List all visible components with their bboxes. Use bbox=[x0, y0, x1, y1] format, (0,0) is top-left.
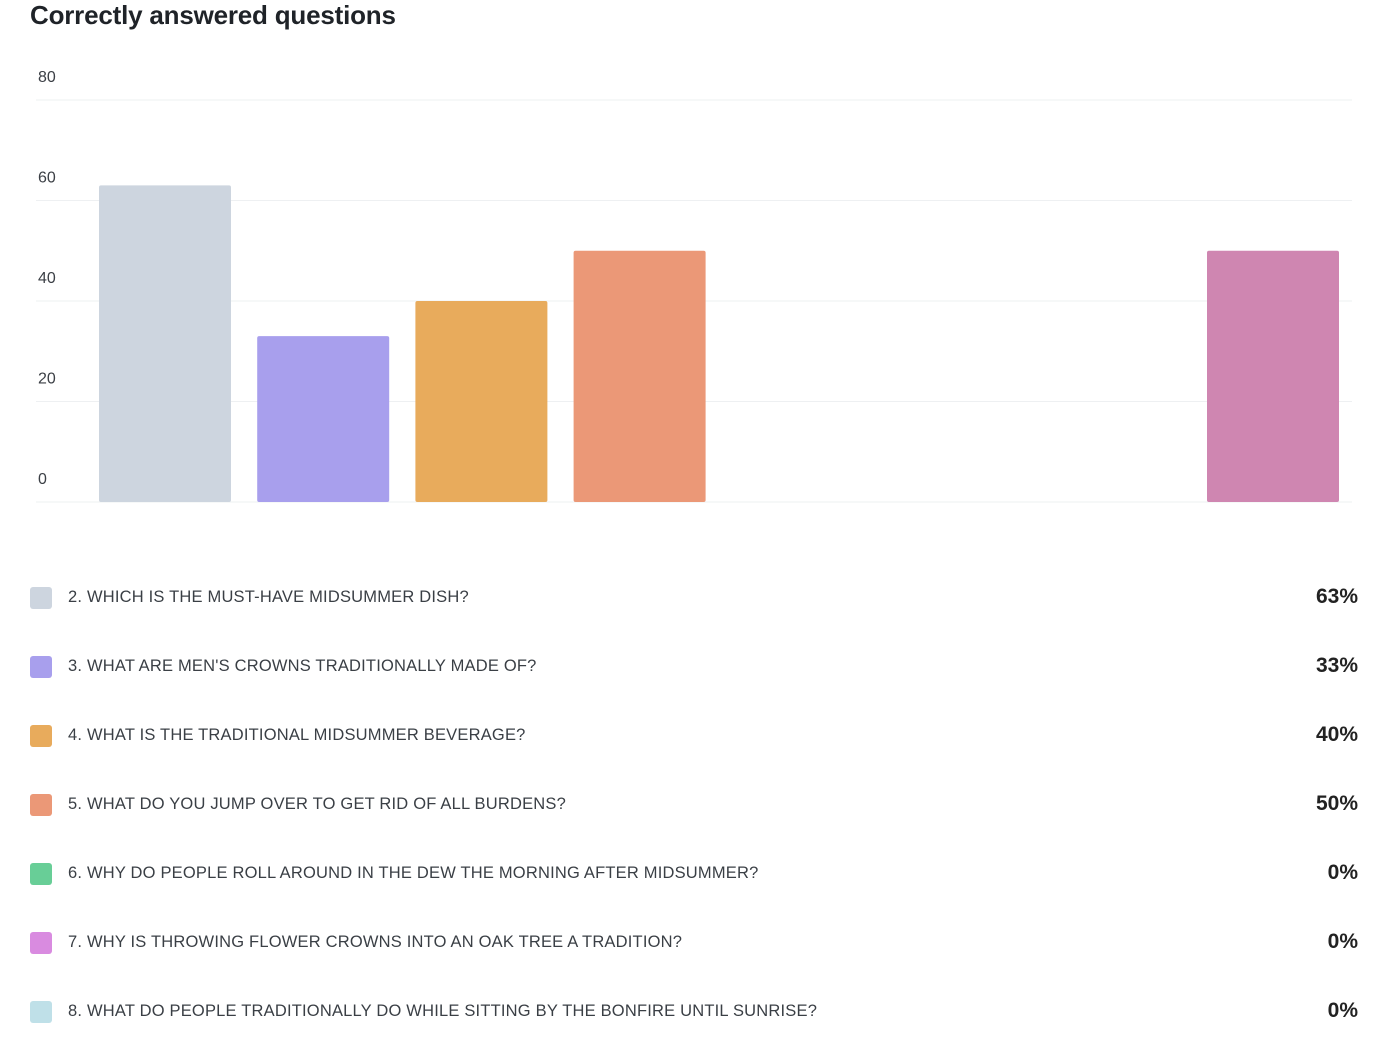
legend-item[interactable]: 6. WHY DO PEOPLE ROLL AROUND IN THE DEW … bbox=[30, 852, 1358, 921]
y-tick-label: 40 bbox=[38, 270, 56, 287]
legend-label: 6. WHY DO PEOPLE ROLL AROUND IN THE DEW … bbox=[68, 864, 759, 882]
legend-label: 4. WHAT IS THE TRADITIONAL MIDSUMMER BEV… bbox=[68, 726, 526, 744]
bar-3[interactable] bbox=[257, 336, 390, 502]
legend-percent: 0% bbox=[1327, 999, 1358, 1022]
legend-swatch bbox=[30, 725, 52, 747]
legend-item[interactable]: 5. WHAT DO YOU JUMP OVER TO GET RID OF A… bbox=[30, 783, 1358, 852]
legend-swatch bbox=[30, 1001, 52, 1023]
bar-chart: 0 20 40 60 80 bbox=[36, 69, 1352, 503]
legend-item[interactable]: 8. WHAT DO PEOPLE TRADITIONALLY DO WHILE… bbox=[30, 990, 1358, 1059]
y-tick-label: 0 bbox=[38, 471, 47, 488]
y-axis-ticks: 0 20 40 60 80 bbox=[38, 69, 56, 488]
legend-swatch bbox=[30, 656, 52, 678]
legend-percent: 33% bbox=[1315, 654, 1358, 677]
y-tick-label: 80 bbox=[38, 69, 56, 86]
legend-percent: 40% bbox=[1315, 723, 1358, 746]
legend-label: 8. WHAT DO PEOPLE TRADITIONALLY DO WHILE… bbox=[68, 1002, 818, 1020]
y-tick-label: 20 bbox=[38, 371, 56, 388]
legend-item[interactable]: 7. WHY IS THROWING FLOWER CROWNS INTO AN… bbox=[30, 921, 1358, 990]
legend-item[interactable]: 4. WHAT IS THE TRADITIONAL MIDSUMMER BEV… bbox=[30, 714, 1358, 783]
legend-label: 2. WHICH IS THE MUST-HAVE MIDSUMMER DISH… bbox=[68, 588, 469, 606]
legend-percent: 63% bbox=[1315, 585, 1358, 608]
legend-percent: 0% bbox=[1327, 930, 1358, 953]
legend-item[interactable]: 2. WHICH IS THE MUST-HAVE MIDSUMMER DISH… bbox=[30, 576, 1358, 645]
legend-swatch bbox=[30, 587, 52, 609]
legend-label: 7. WHY IS THROWING FLOWER CROWNS INTO AN… bbox=[68, 933, 683, 951]
y-tick-label: 60 bbox=[38, 170, 56, 187]
legend-percent: 0% bbox=[1327, 861, 1358, 884]
legend-label: 5. WHAT DO YOU JUMP OVER TO GET RID OF A… bbox=[68, 795, 566, 813]
chart-title: Correctly answered questions bbox=[30, 0, 396, 30]
bars bbox=[99, 185, 1339, 503]
bar-5[interactable] bbox=[573, 250, 706, 502]
legend: 2. WHICH IS THE MUST-HAVE MIDSUMMER DISH… bbox=[30, 576, 1358, 1059]
legend-swatch bbox=[30, 932, 52, 954]
bar-2[interactable] bbox=[99, 185, 231, 503]
legend-swatch bbox=[30, 794, 52, 816]
legend-percent: 50% bbox=[1315, 792, 1358, 815]
legend-item[interactable]: 3. WHAT ARE MEN'S CROWNS TRADITIONALLY M… bbox=[30, 645, 1358, 714]
legend-swatch bbox=[30, 863, 52, 885]
bar-extra[interactable] bbox=[1207, 250, 1339, 502]
legend-label: 3. WHAT ARE MEN'S CROWNS TRADITIONALLY M… bbox=[68, 657, 537, 675]
bar-4[interactable] bbox=[415, 301, 548, 502]
